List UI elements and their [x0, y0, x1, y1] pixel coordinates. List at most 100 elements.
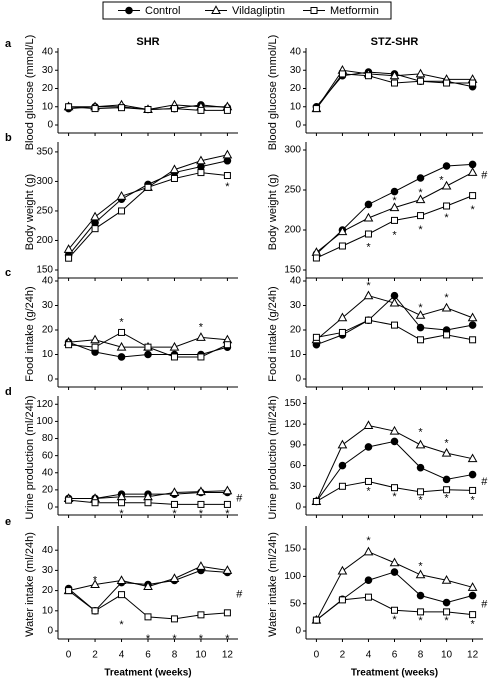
data-point	[223, 106, 231, 114]
data-point	[144, 613, 152, 621]
x-tick-label: 10	[441, 650, 453, 661]
y-tick-label: 30	[290, 481, 302, 492]
data-point	[363, 212, 374, 222]
panel-label: b	[5, 132, 12, 144]
data-point	[222, 565, 233, 574]
data-point	[118, 591, 126, 599]
data-point	[364, 477, 372, 485]
data-point	[469, 486, 477, 494]
x-tick-label: 4	[119, 650, 125, 661]
panel-label: d	[5, 386, 12, 398]
data-point	[338, 596, 346, 604]
annotation: *	[93, 574, 98, 586]
x-tick-label: 4	[366, 650, 372, 661]
annotation: *	[418, 426, 423, 438]
data-point	[118, 499, 126, 507]
data-point	[91, 343, 99, 351]
data-point	[144, 350, 152, 359]
x-tick-label: 2	[340, 650, 346, 661]
y-tick-label: 100	[284, 571, 301, 582]
data-point	[337, 312, 348, 322]
data-point	[443, 608, 451, 616]
data-point	[338, 242, 346, 250]
data-point	[442, 598, 451, 607]
data-point	[196, 332, 206, 341]
data-point	[338, 328, 346, 336]
data-point	[390, 568, 399, 576]
data-point	[364, 230, 372, 238]
annotation: *	[444, 292, 449, 304]
y-tick-label: 60	[42, 450, 54, 461]
data-point	[468, 470, 477, 479]
data-point	[222, 485, 233, 495]
y-tick-label: 100	[36, 416, 53, 427]
data-point	[91, 225, 99, 233]
y-axis-label: Food intake (g/24h)	[267, 286, 279, 381]
annotation: *	[119, 619, 124, 631]
y-tick-label: 50	[290, 598, 302, 609]
data-point	[468, 321, 477, 329]
panel-label: a	[5, 38, 12, 50]
data-point	[390, 187, 399, 196]
annotation: *	[418, 560, 423, 572]
data-point	[389, 557, 400, 567]
y-tick-label: 150	[36, 265, 53, 276]
annotation: *	[418, 615, 423, 627]
data-point	[469, 192, 477, 200]
x-tick-label: 8	[172, 650, 178, 661]
annotation: #	[236, 589, 243, 601]
y-axis-label: Water intake (ml/24h)	[24, 532, 36, 637]
data-point	[391, 484, 398, 492]
data-point	[118, 207, 126, 215]
annotation: *	[392, 491, 397, 503]
y-tick-label: 150	[284, 398, 301, 409]
annotation: *	[199, 633, 204, 645]
y-tick-label: 40	[42, 545, 54, 556]
data-point	[391, 79, 398, 87]
y-tick-label: 30	[290, 65, 302, 76]
data-point	[417, 212, 425, 220]
data-point	[468, 160, 477, 169]
data-point	[223, 341, 231, 349]
data-point	[417, 77, 425, 85]
data-point	[415, 68, 426, 78]
annotation: *	[418, 495, 423, 507]
annotation: *	[366, 242, 371, 254]
annotation: #	[236, 492, 243, 504]
data-point	[389, 425, 400, 435]
data-point	[116, 341, 127, 351]
data-point	[363, 420, 374, 430]
data-point	[467, 167, 478, 176]
data-point	[312, 333, 320, 341]
data-point	[197, 106, 205, 114]
y-tick-label: 10	[42, 349, 54, 360]
y-tick-label: 30	[42, 65, 54, 76]
y-tick-label: 0	[295, 502, 301, 513]
data-point	[416, 323, 425, 332]
x-tick-label: 0	[66, 650, 72, 661]
annotation: *	[444, 493, 449, 505]
legend-marker	[125, 6, 133, 15]
data-point	[443, 486, 451, 494]
data-point	[197, 353, 205, 361]
y-tick-label: 150	[284, 544, 301, 555]
data-point	[65, 254, 73, 262]
y-axis-label: Urine production (ml/24h)	[24, 395, 36, 519]
data-point	[169, 341, 180, 351]
data-point	[196, 486, 206, 496]
data-point	[144, 499, 152, 507]
data-point	[90, 579, 100, 589]
data-point	[417, 488, 425, 496]
data-point	[389, 70, 400, 80]
annotation: *	[392, 614, 397, 626]
data-point	[117, 353, 126, 361]
legend-marker	[211, 5, 221, 14]
x-tick-label: 12	[467, 650, 479, 661]
data-point	[467, 312, 478, 322]
y-tick-label: 10	[290, 101, 302, 112]
data-point	[90, 334, 100, 344]
data-point	[441, 180, 452, 190]
annotation: *	[418, 302, 423, 314]
y-tick-label: 0	[295, 626, 301, 637]
legend-box	[102, 1, 392, 20]
